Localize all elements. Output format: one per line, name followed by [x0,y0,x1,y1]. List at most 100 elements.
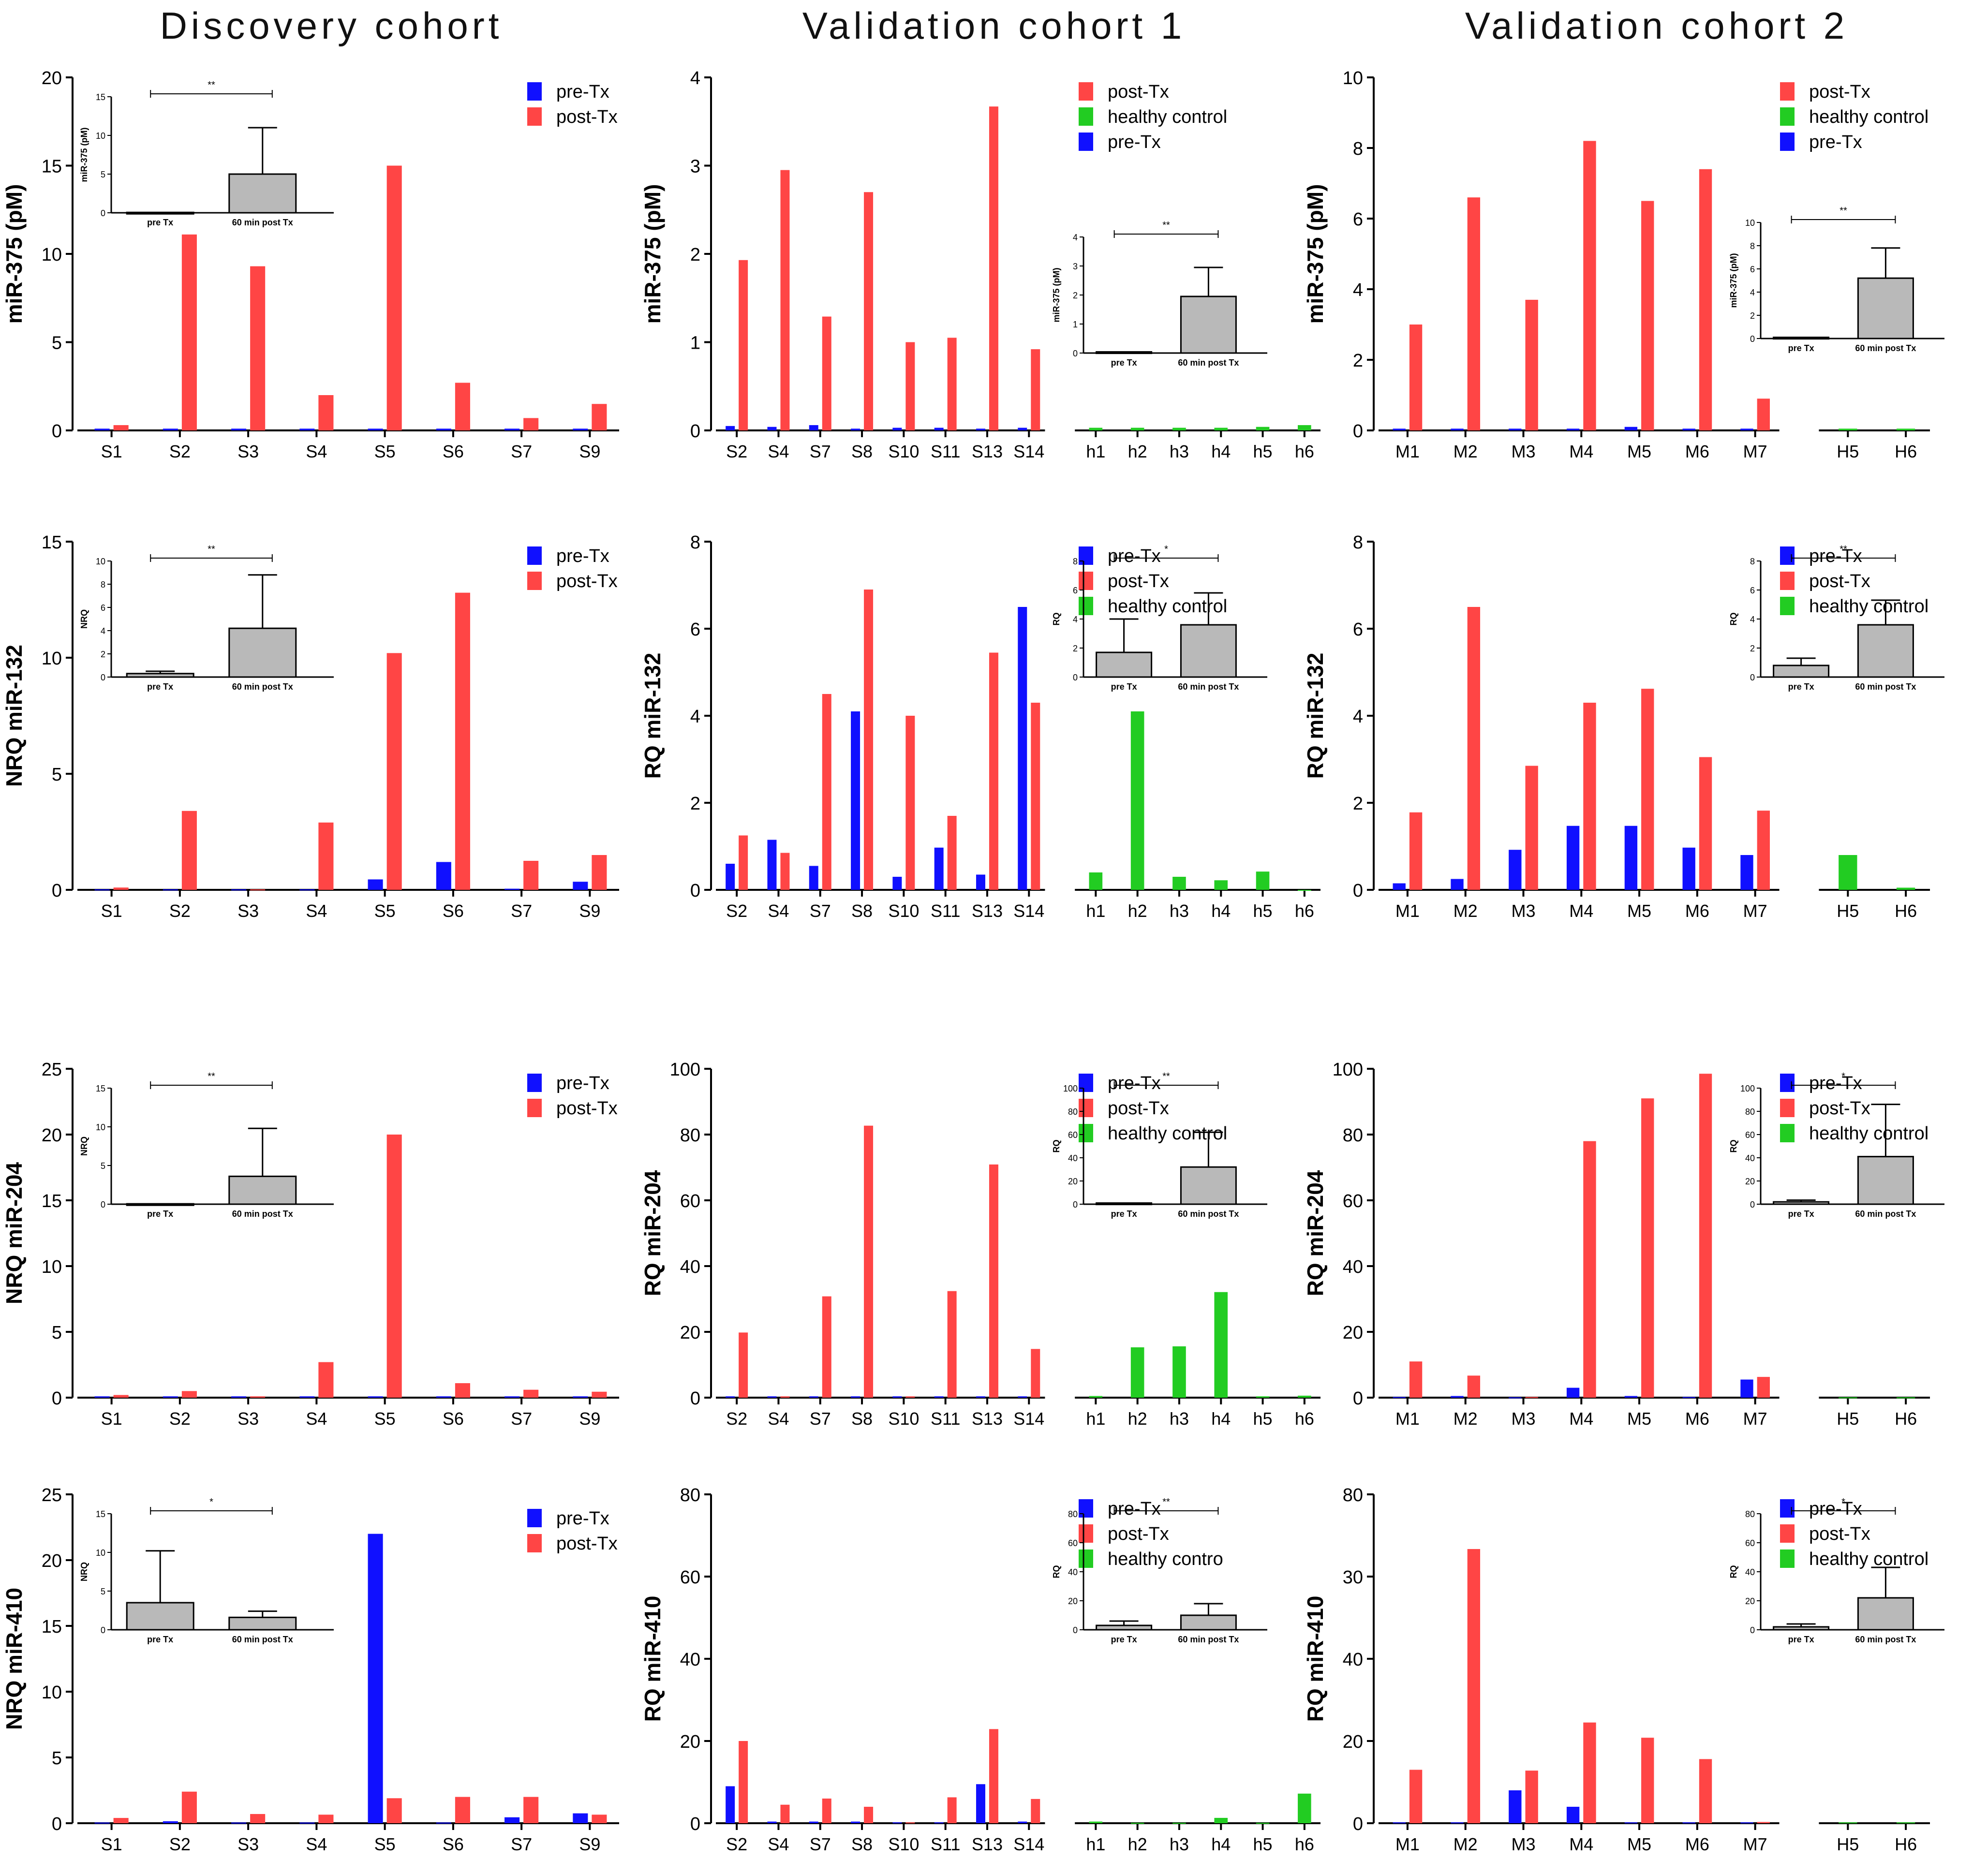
inset-x-label: 60 min post Tx [232,1635,293,1644]
bar-pre [1393,428,1406,430]
x-tick-label: S13 [972,901,1003,921]
bar-post [1699,1074,1712,1398]
y-tick-label: 6 [1353,620,1363,640]
y-tick-label: 2 [1353,351,1363,371]
inset-y-tick-label: 15 [96,92,105,102]
legend-swatch [1079,82,1093,101]
y-tick-label: 60 [680,1191,700,1211]
bar-post [905,1822,915,1824]
legend-label: post-Tx [556,1098,618,1119]
x-tick-label: S4 [768,1409,789,1429]
bar-healthy [1298,1395,1311,1398]
x-tick-label: h1 [1086,901,1105,921]
bar-post [1467,607,1481,890]
inset-y-label: miR-375 (pM) [79,127,89,182]
bar-pre [1509,428,1522,430]
bar-pre [163,428,178,430]
bar-post [1641,1738,1654,1823]
x-tick-label: H6 [1895,1834,1917,1854]
inset-x-label: 60 min post Tx [1855,1209,1916,1219]
x-tick-label: M6 [1685,1409,1709,1429]
legend-label: post-Tx [1108,1524,1169,1544]
y-tick-label: 15 [42,1191,62,1211]
bar-pre [976,1396,985,1398]
bar-post [739,1741,748,1823]
bar-pre [368,1396,383,1398]
bar-post [250,889,266,891]
inset-bar [1180,1166,1237,1205]
x-tick-label: S5 [374,1409,396,1429]
bar-post [1583,703,1596,890]
x-tick-label: S13 [972,442,1003,461]
bar-pre [573,1813,588,1823]
legend-label: post-Tx [1108,571,1169,591]
inset-y-tick-label: 10 [96,1548,105,1558]
bar-post [1409,1770,1423,1823]
inset-x-label: pre Tx [1788,682,1814,692]
inset-bar [1857,277,1914,339]
inset-y-label: RQ [1052,613,1061,626]
inset-y-tick-label: 20 [1745,1596,1755,1606]
bar-post [989,1164,998,1398]
x-tick-label: S11 [931,1409,960,1429]
x-tick-label: S2 [726,901,747,921]
bar-pre [1018,428,1027,430]
inset-bar [1773,337,1830,340]
bar-post [523,1797,539,1823]
y-tick-label: 2 [1353,794,1363,814]
inset-bar [1857,624,1914,678]
bar-post [739,260,748,430]
y-tick-label: 5 [52,1748,62,1769]
x-tick-label: S10 [888,901,919,921]
y-axis-label: NRQ miR-132 [1,645,27,787]
bar-post [780,1804,790,1823]
bar-post [1757,811,1770,890]
y-axis-label: RQ miR-410 [640,1596,665,1722]
bar-pre [1509,1397,1522,1399]
bar-post [739,1332,748,1398]
x-tick-label: S8 [851,442,873,461]
column-title-validation-1: Validation cohort 1 [802,4,1186,47]
inset-y-tick-label: 40 [1745,1153,1755,1163]
bar-pre [504,1817,520,1823]
bar-pre [1566,826,1580,890]
bar-healthy [1839,1822,1857,1824]
inset-x-label: pre Tx [147,218,173,227]
bar-pre [436,1396,451,1398]
bar-pre [892,1822,902,1824]
x-tick-label: S9 [579,1834,600,1854]
bar-pre [1682,847,1695,890]
bar-post [864,1125,874,1398]
bar-pre [231,428,247,430]
inset-y-tick-label: 5 [101,170,105,179]
bar-pre [1740,1822,1753,1824]
y-tick-label: 4 [1353,280,1363,300]
inset-x-label: pre Tx [1788,1209,1814,1219]
column-title-validation-2: Validation cohort 2 [1465,4,1849,47]
legend-label: post-Tx [1809,82,1870,102]
bar-healthy [1172,877,1186,890]
inset-y-tick-label: 0 [1073,1625,1078,1635]
bar-post [318,1362,334,1398]
bar-healthy [1256,427,1270,430]
inset-bar [126,211,194,215]
bar-healthy [1256,871,1270,890]
inset-y-tick-label: 4 [1073,233,1078,242]
inset-bar [126,673,194,678]
inset-y-tick-label: 8 [1073,557,1078,566]
y-tick-label: 100 [670,1060,700,1080]
inset-y-tick-label: 8 [1750,557,1755,566]
bar-pre [892,428,902,430]
bar-pre [436,1822,451,1824]
x-tick-label: H6 [1895,1409,1917,1429]
bar-post [113,1395,129,1398]
x-tick-label: S2 [726,442,747,461]
x-tick-label: S10 [888,1834,919,1854]
y-tick-label: 5 [52,765,62,785]
inset-y-tick-label: 1 [1073,320,1078,329]
x-tick-label: M3 [1511,1834,1535,1854]
x-tick-label: M2 [1454,1409,1478,1429]
x-tick-label: S7 [810,442,831,461]
bar-post [113,425,129,430]
